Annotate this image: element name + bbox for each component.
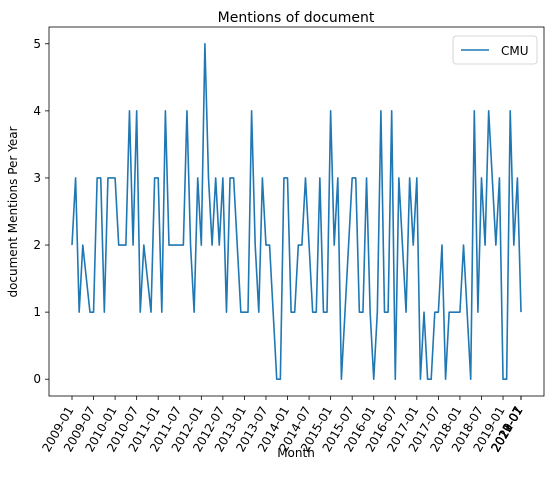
axes-frame — [48, 26, 545, 397]
legend: CMU — [452, 35, 538, 65]
y-axis-ticks: 0 1 2 3 4 5 — [33, 37, 49, 386]
chart-title: Mentions of document — [218, 10, 375, 26]
series-layer — [71, 42, 522, 381]
y-tick-label: 4 — [33, 104, 41, 118]
y-axis-label: document Mentions Per Year — [6, 126, 20, 297]
legend-label: CMU — [501, 44, 529, 58]
y-tick-label: 3 — [33, 171, 41, 185]
y-tick-label: 0 — [33, 372, 41, 386]
x-axis-label: Month — [277, 446, 315, 460]
y-tick-label: 1 — [33, 305, 41, 319]
y-tick-label: 5 — [33, 37, 41, 51]
legend-box — [452, 35, 538, 65]
y-tick-label: 2 — [33, 238, 41, 252]
series-line-cmu — [71, 42, 522, 381]
